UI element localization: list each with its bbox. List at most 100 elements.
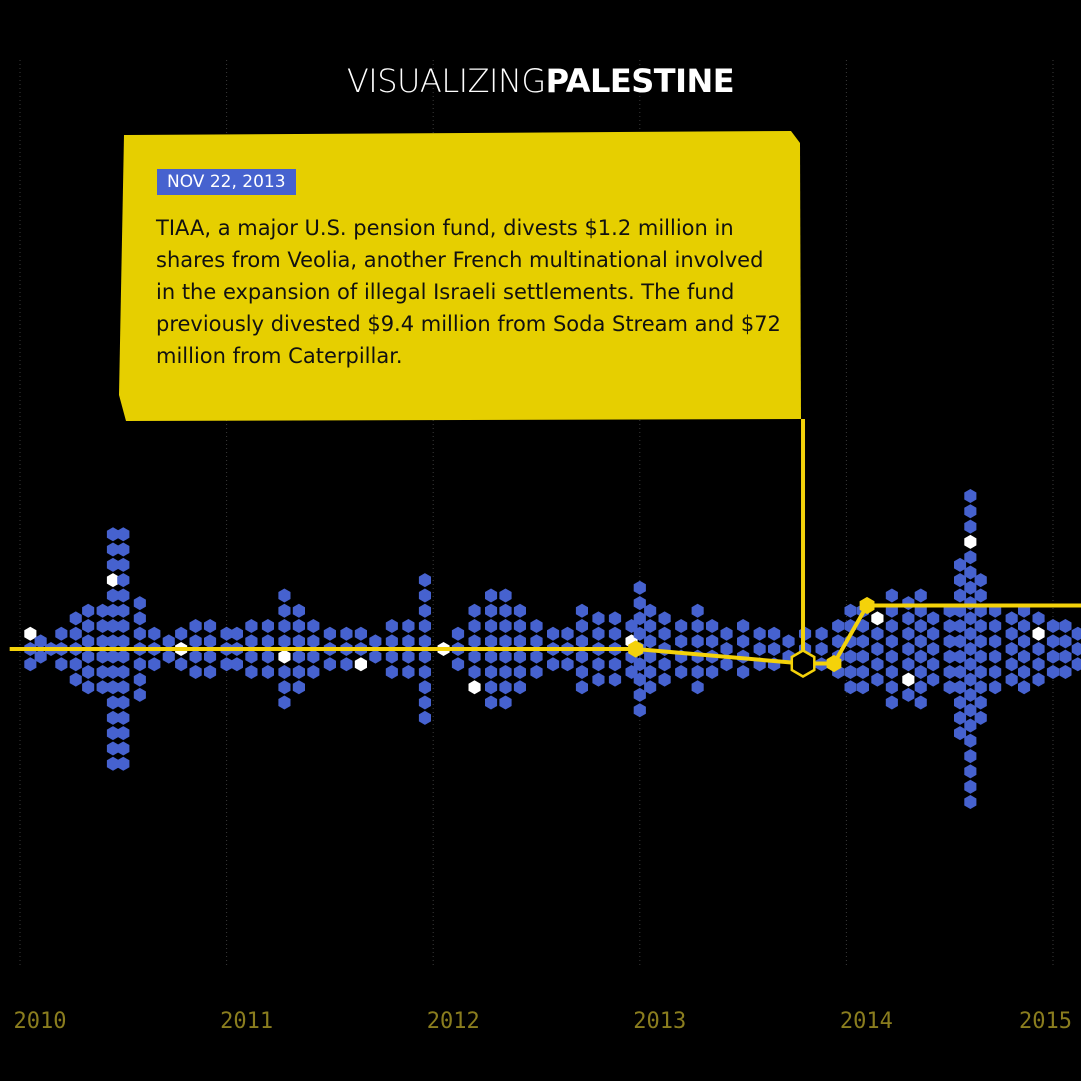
event-hexagon [261, 634, 274, 649]
event-hexagon [82, 619, 95, 633]
event-hexagon [914, 619, 927, 633]
event-hexagon [189, 619, 202, 633]
event-hexagon [964, 718, 977, 733]
event-hexagon [292, 603, 305, 618]
event-hexagon [307, 649, 320, 664]
event-hexagon [633, 687, 646, 702]
event-hexagon [485, 634, 498, 649]
event-hexagon [278, 588, 291, 603]
event-hexagon [402, 665, 415, 679]
event-hexagon [117, 710, 130, 725]
event-hexagon [989, 619, 1002, 633]
event-hexagon [1018, 649, 1031, 664]
event-hexagon [914, 695, 927, 710]
event-hexagon [625, 665, 638, 679]
event-hexagon [608, 672, 622, 687]
event-hexagon [856, 634, 869, 649]
event-hexagon [954, 695, 967, 710]
event-hexagon [117, 557, 130, 572]
event-hexagon [1059, 634, 1072, 649]
event-hexagon [340, 626, 353, 641]
event-hexagon [625, 619, 638, 633]
event-hexagon [691, 619, 704, 633]
event-hexagon [964, 534, 977, 549]
event-hexagon [468, 680, 481, 695]
event-hexagon [468, 603, 481, 618]
event-hexagon [954, 726, 967, 741]
event-hexagon [117, 527, 130, 542]
event-hexagon [974, 649, 987, 664]
event-hexagon [369, 634, 382, 649]
event-hexagon [307, 665, 320, 679]
event-hexagon [96, 619, 109, 633]
event-hexagon [451, 657, 465, 672]
event-hexagon [575, 665, 588, 679]
event-hexagon [1071, 626, 1081, 641]
event-hexagon [513, 619, 526, 633]
event-hexagon [189, 634, 202, 649]
event-hexagon [117, 573, 130, 588]
event-hexagon [1018, 634, 1031, 649]
event-hexagon [82, 649, 95, 664]
event-hexagon [885, 680, 898, 695]
event-hexagon [885, 619, 898, 633]
event-hexagon [513, 634, 526, 649]
event-hexagon [954, 649, 967, 664]
event-hexagon [633, 611, 646, 626]
event-hexagon [954, 710, 967, 725]
event-hexagon [592, 611, 605, 626]
event-hexagon [974, 710, 987, 725]
event-hexagon [964, 504, 977, 519]
event-hexagon [106, 542, 119, 557]
event-hexagon [856, 665, 869, 679]
event-hexagon [964, 672, 977, 687]
event-hexagon [485, 680, 498, 695]
event-hexagon [658, 672, 671, 687]
event-hexagon [954, 680, 967, 695]
event-hexagon [1071, 642, 1081, 656]
highlight-node [790, 649, 816, 678]
event-hexagon [499, 588, 512, 603]
event-hexagon [658, 642, 671, 656]
x-tick-label-2012: 2012 [427, 1009, 480, 1034]
event-hexagon [644, 649, 657, 664]
event-hexagon [964, 519, 977, 534]
event-hexagon [245, 649, 258, 664]
event-hexagon [1005, 611, 1018, 626]
event-hexagon [245, 634, 258, 649]
event-hexagon [902, 611, 915, 626]
event-hexagon [914, 588, 927, 603]
event-hexagon [902, 626, 915, 641]
brand-title: VISUALIZINGPALESTINE [0, 62, 1081, 100]
event-hexagon [737, 665, 750, 679]
event-hexagon [658, 626, 671, 641]
event-hexagon [943, 680, 956, 695]
event-hexagon [96, 603, 109, 618]
event-hexagon [278, 649, 291, 664]
event-hexagon [117, 665, 130, 679]
event-hexagon [737, 634, 750, 649]
event-hexagon [706, 634, 719, 649]
event-hexagon [964, 749, 977, 764]
event-hexagon [964, 489, 977, 503]
event-hexagon [737, 619, 750, 633]
event-hexagon [106, 603, 119, 618]
event-hexagon [885, 665, 898, 679]
event-hexagon [530, 619, 543, 633]
event-hexagon [815, 642, 828, 656]
event-hexagon [292, 634, 305, 649]
event-hexagon [954, 619, 967, 633]
event-hexagon [106, 726, 119, 741]
event-hexagon [499, 649, 512, 664]
event-hexagon [106, 619, 119, 633]
event-hexagon [261, 665, 274, 679]
event-hexagon [418, 695, 431, 710]
event-hexagon [189, 649, 202, 664]
event-hexagon [485, 695, 498, 710]
event-hexagon [575, 603, 588, 618]
event-hexagon [117, 542, 130, 557]
event-hexagon [485, 588, 498, 603]
event-hexagon [117, 680, 130, 695]
event-hexagon [768, 626, 781, 641]
event-hexagon [1046, 619, 1060, 633]
